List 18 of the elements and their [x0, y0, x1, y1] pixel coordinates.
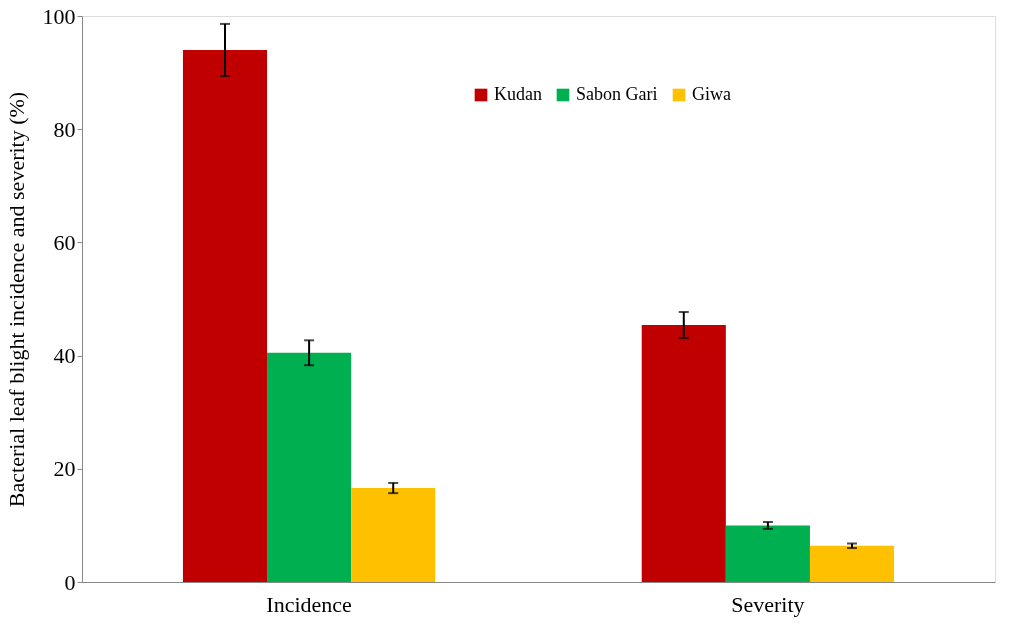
x-tick-label: Severity	[731, 591, 805, 617]
y-axis-title: Bacterial leaf blight incidence and severity (%)	[3, 91, 29, 508]
bar	[809, 545, 895, 582]
y-tick-label: 40	[53, 343, 76, 369]
legend-label: Sabon Gari	[576, 84, 658, 104]
bar	[351, 488, 436, 582]
legend-label: Kudan	[494, 84, 542, 104]
y-tick-label: 0	[64, 569, 76, 595]
x-tick-label: Incidence	[266, 591, 352, 617]
y-tick-label: 100	[42, 3, 76, 29]
bar	[641, 325, 726, 582]
legend-label: Giwa	[692, 84, 731, 104]
bar	[182, 49, 268, 582]
y-tick-label: 60	[53, 229, 76, 255]
y-tick-label: 80	[53, 116, 76, 142]
y-tick-label: 20	[53, 456, 76, 482]
bar	[267, 352, 352, 582]
bar	[725, 525, 810, 582]
